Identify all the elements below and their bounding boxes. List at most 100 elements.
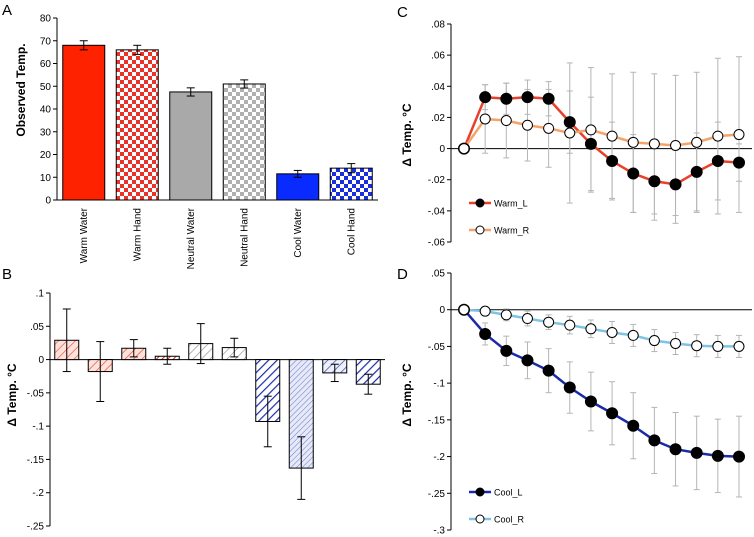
- panel-d-point: [648, 335, 660, 347]
- panel-c-legend-marker: [475, 198, 485, 208]
- panel-d-point: [479, 327, 492, 340]
- panel-d-point: [521, 354, 534, 367]
- panel-d-point: [584, 395, 597, 408]
- panel-a-y-tick-label: 70: [40, 36, 52, 47]
- panel-label-c: C: [397, 4, 408, 21]
- panel-d-point: [670, 337, 682, 349]
- panel-c-point: [479, 91, 492, 104]
- panel-a-category-label: Cool Water: [293, 207, 304, 257]
- panel-b-ylabel: Δ Temp. °C: [5, 363, 19, 427]
- panel-d-point: [648, 434, 661, 447]
- panel-c-y-tick-label: .08: [431, 20, 445, 31]
- panel-c-point: [733, 129, 745, 141]
- panel-c-legend-label: Warm_R: [494, 226, 530, 236]
- panel-d-point: [606, 407, 619, 420]
- panel-c-point: [711, 155, 724, 168]
- panel-d-y-tick-label: -.1: [433, 379, 445, 390]
- panel-a-category-label: Neutral Hand: [239, 208, 250, 267]
- panel-d-legend-marker: [475, 487, 485, 497]
- panel-d-point: [479, 305, 491, 317]
- panel-c-point: [606, 155, 619, 168]
- panel-c-point: [564, 127, 576, 139]
- panel-a-y-tick-label: 40: [40, 105, 52, 116]
- panel-d-point: [564, 319, 576, 331]
- panel-d-y-tick-label: -.15: [428, 415, 446, 426]
- panel-d-point: [458, 304, 470, 316]
- panel-c-point: [669, 178, 682, 191]
- panel-c-point: [521, 91, 534, 104]
- panel-c-legend-label: Warm_L: [494, 199, 528, 209]
- panel-c-y-tick-label: .02: [431, 113, 445, 124]
- panel-b-y-tick-label: -.15: [27, 455, 45, 466]
- panel-c-point: [712, 130, 724, 142]
- panel-d-point: [585, 323, 597, 335]
- panel-d-point: [500, 309, 512, 321]
- panel-a-y-tick-label: 0: [45, 196, 51, 207]
- panel-c-point: [479, 113, 491, 125]
- panel-d-legend-label: Cool_L: [494, 488, 523, 498]
- panel-c-point: [458, 143, 470, 155]
- panel-b-chart: -.25 -.2 -.15 -.1 -.05 0 .05 .1: [27, 289, 385, 533]
- panel-a-category-label: Warm Hand: [132, 208, 143, 261]
- panel-b-bar: [255, 359, 281, 422]
- panel-c-point: [584, 137, 597, 150]
- panel-c-point: [521, 119, 533, 131]
- panel-c-ylabel: Δ Temp. °C: [400, 103, 414, 167]
- panel-c-y-tick-label: 0: [439, 144, 445, 155]
- panel-c-point: [542, 92, 555, 105]
- panel-c-point: [690, 165, 703, 178]
- panel-d-legend-marker: [475, 514, 485, 524]
- panel-d-ylabel: Δ Temp. °C: [400, 363, 414, 427]
- panel-c-point: [648, 138, 660, 150]
- panel-d-point: [521, 313, 533, 325]
- panel-a-category-label: Cool Hand: [346, 208, 357, 255]
- panel-d-y-tick-label: -.25: [428, 489, 446, 500]
- panel-d-y-tick-label: 0: [439, 305, 445, 316]
- panel-d-point: [542, 364, 555, 377]
- panel-b-y-tick-label: .1: [36, 289, 45, 300]
- panel-d-point: [733, 340, 745, 352]
- panel-a-ylabel: Observed Temp.: [14, 43, 28, 136]
- panel-a-chart: 0 10 20 30 40 50 60 70 80 Warm Water Warm Hand Neut…: [40, 14, 378, 269]
- panel-c-y-tick-label: .06: [431, 51, 445, 62]
- panel-a-bar: [62, 44, 106, 201]
- panel-d-point: [733, 450, 745, 463]
- panel-a-y-tick-label: 20: [40, 150, 52, 161]
- panel-a-y-tick-label: 50: [40, 82, 52, 93]
- panel-a-category-label: Warm Water: [79, 207, 90, 263]
- panel-a-y-tick-label: 10: [40, 173, 52, 184]
- panel-c-y-tick-label: .04: [431, 82, 445, 93]
- panel-d-point: [500, 344, 513, 357]
- panel-a-bar: [115, 49, 159, 201]
- panel-a-y-tick-label: 30: [40, 127, 52, 138]
- panel-d-point: [690, 446, 703, 459]
- panel-a-bar: [276, 173, 320, 201]
- panel-c-point: [563, 116, 576, 129]
- panel-c-point: [500, 92, 513, 105]
- panel-label-a: A: [2, 2, 12, 19]
- panel-label-d: D: [397, 266, 408, 283]
- panel-d-y-tick-label: -.2: [433, 452, 445, 463]
- panel-a-bar: [222, 83, 266, 201]
- panel-c-y-tick-label: -.04: [428, 206, 446, 217]
- panel-d-point: [691, 340, 703, 352]
- panel-d-point: [627, 419, 640, 432]
- panel-d-y-tick-label: .05: [431, 269, 445, 280]
- panel-d-y-tick-label: -.05: [428, 342, 446, 353]
- panel-d-point: [712, 340, 724, 352]
- panel-c-point: [627, 136, 639, 148]
- panel-a-category-label: Neutral Water: [186, 207, 197, 269]
- panel-a-bar: [329, 167, 373, 201]
- panel-a-y-tick-label: 80: [40, 14, 52, 25]
- panel-a-y-tick-label: 60: [40, 59, 52, 70]
- panel-c-point: [606, 130, 618, 142]
- panel-c-point: [648, 175, 661, 188]
- panel-c-chart: -.06 -.04 -.02 0 .02 .04 .06 .08 Warm_L Warm_R: [428, 20, 752, 249]
- panel-d-chart: -.3 -.25 -.2 -.15 -.1 -.05 0 .05 Cool_L Cool_R: [428, 269, 752, 537]
- panel-d-point: [627, 329, 639, 341]
- panel-b-y-tick-label: .05: [30, 322, 44, 333]
- panel-c-point: [543, 122, 555, 134]
- panel-d-point: [563, 381, 576, 394]
- panel-c-legend-marker: [475, 225, 485, 235]
